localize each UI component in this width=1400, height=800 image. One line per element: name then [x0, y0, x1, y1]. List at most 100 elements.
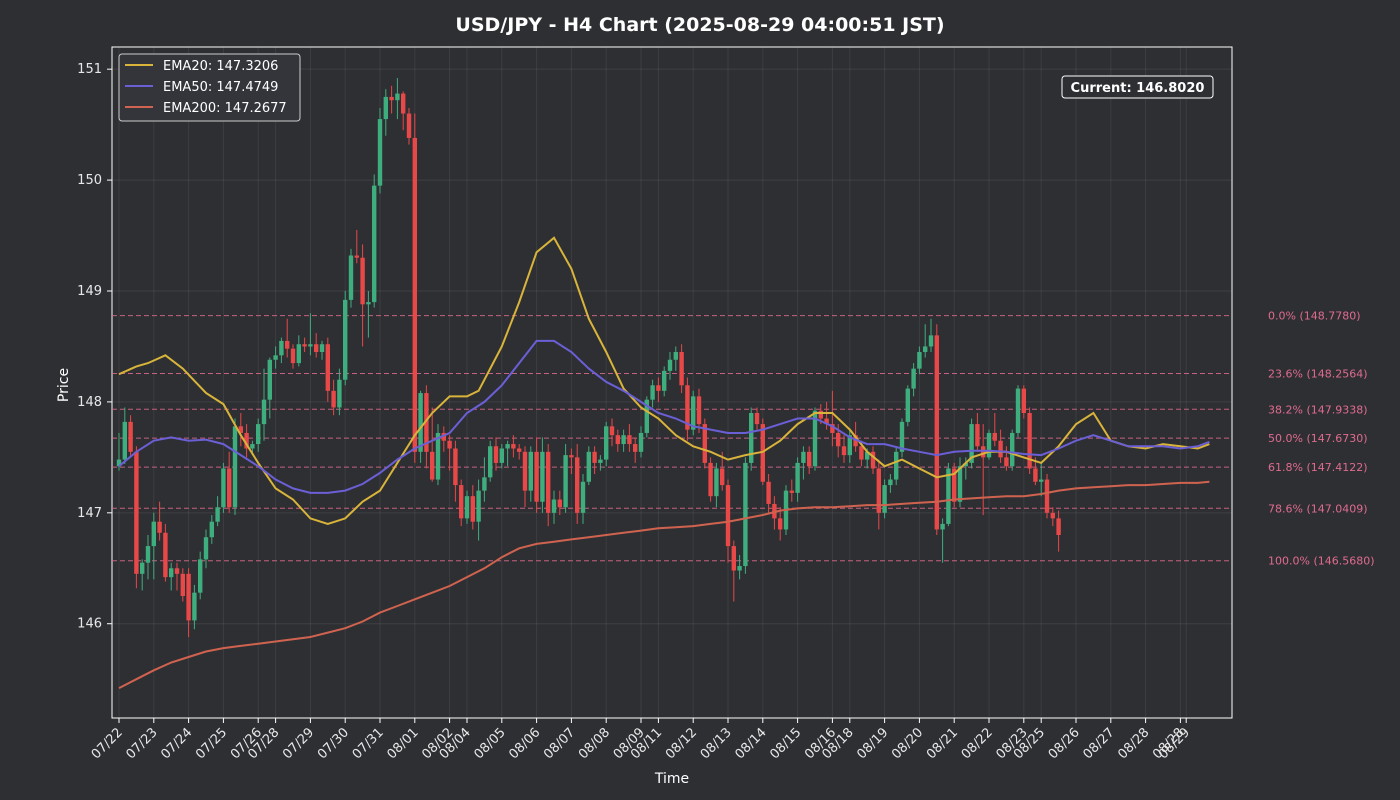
y-tick-label: 148: [77, 395, 102, 410]
candle: [198, 551, 203, 600]
candle: [894, 446, 899, 486]
candle: [476, 479, 481, 541]
candle-body: [250, 444, 255, 449]
candle: [1039, 462, 1044, 497]
candle: [580, 474, 586, 524]
candle-body: [360, 257, 365, 305]
candle-body: [714, 468, 719, 497]
candle-body: [598, 459, 603, 463]
candle: [789, 479, 794, 502]
candle-body: [917, 352, 922, 369]
candle-body: [203, 537, 209, 560]
candle-body: [354, 255, 359, 258]
candle-body: [383, 96, 388, 120]
candle-body: [279, 340, 284, 356]
candle: [140, 559, 145, 591]
candle: [575, 444, 580, 524]
candle-body: [1004, 457, 1009, 467]
candle: [528, 446, 533, 502]
candle-body: [801, 451, 806, 463]
candle-body: [128, 421, 133, 452]
x-axis-label: Time: [654, 771, 689, 787]
candle-body: [511, 444, 516, 449]
candle-body: [1010, 432, 1015, 467]
candle: [459, 479, 464, 527]
candle-body: [215, 507, 220, 522]
fib-label: 78.6% (147.0409): [1268, 502, 1368, 515]
candle: [331, 379, 336, 416]
candle-body: [691, 396, 696, 430]
fib-label: 0.0% (148.7780): [1268, 310, 1361, 323]
candle-body: [795, 462, 800, 493]
y-axis-label: Price: [56, 368, 72, 402]
candle: [975, 413, 980, 452]
candle-body: [163, 532, 168, 578]
candle-body: [1056, 518, 1061, 535]
candle: [592, 446, 597, 474]
candle-body: [986, 432, 992, 458]
candle-body: [169, 568, 174, 578]
candle-body: [406, 113, 412, 138]
candle-body: [708, 462, 713, 497]
candle: [795, 457, 800, 502]
candle: [128, 415, 133, 458]
candle: [145, 535, 151, 580]
candle-body: [592, 451, 597, 463]
candle: [679, 344, 684, 394]
candle: [453, 440, 458, 502]
candle: [406, 108, 412, 145]
current-price-text: Current: 146.8020: [1071, 81, 1205, 96]
candle: [470, 485, 475, 530]
candle: [447, 435, 452, 471]
candle-body: [192, 592, 197, 621]
candle-body: [412, 137, 417, 452]
candle: [650, 379, 655, 408]
candle-body: [395, 93, 400, 101]
candle-body: [232, 426, 238, 508]
candle-body: [267, 359, 272, 400]
legend-ema20-label: EMA20: 147.3206: [163, 59, 278, 74]
candle-body: [749, 413, 754, 463]
candle-body: [743, 462, 748, 567]
candle-body: [963, 462, 968, 467]
candle: [1010, 429, 1015, 471]
candle-body: [377, 119, 383, 186]
candle: [899, 418, 905, 458]
candle-body: [940, 523, 945, 530]
candle: [969, 418, 974, 469]
candle: [203, 529, 209, 569]
candle-body: [789, 490, 794, 493]
candle-body: [894, 451, 899, 480]
candle: [801, 446, 806, 480]
candle-body: [337, 379, 342, 408]
candle: [702, 418, 707, 469]
candle: [609, 418, 615, 447]
candle: [986, 429, 992, 460]
candle-body: [969, 424, 974, 463]
candle: [377, 108, 383, 194]
candle-body: [424, 393, 429, 452]
candle: [174, 562, 180, 591]
candle-body: [1027, 413, 1032, 469]
candle: [1027, 407, 1032, 474]
legend-box: [118, 53, 301, 122]
candle-body: [261, 399, 267, 425]
candle-body: [975, 424, 980, 447]
candle-body: [586, 451, 591, 482]
candle-body: [992, 432, 997, 441]
candle: [482, 457, 487, 502]
y-tick-label: 149: [77, 284, 102, 299]
candle-body: [372, 185, 377, 303]
candle: [122, 407, 127, 465]
candle-body: [638, 432, 644, 452]
candle: [824, 401, 829, 430]
candle: [754, 407, 760, 430]
candle: [290, 344, 296, 369]
candle: [586, 446, 591, 486]
y-tick-label: 151: [77, 62, 102, 77]
candle-body: [818, 410, 823, 419]
candle-body: [1015, 388, 1021, 433]
candle: [366, 291, 371, 338]
candle: [319, 340, 325, 360]
candle: [638, 426, 644, 458]
